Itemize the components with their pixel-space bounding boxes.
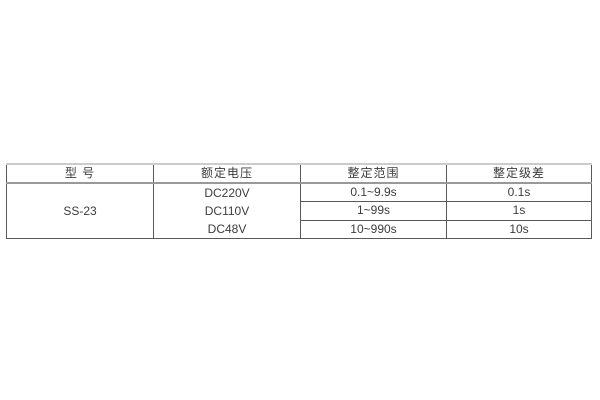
cell-setting-step: 0.1s	[446, 182, 592, 203]
spec-table: 型 号 额定电压 整定范围 整定级差 SS-23 DC220V DC110V D…	[6, 163, 592, 240]
cell-model: SS-23	[6, 182, 154, 239]
header-row: 型 号 额定电压 整定范围 整定级差	[6, 163, 592, 184]
voltage-value: DC220V	[204, 186, 250, 200]
cell-voltages: DC220V DC110V DC48V	[153, 182, 301, 239]
table-row: 10~990s 10s	[7, 219, 592, 240]
cell-setting-range: 10~990s	[300, 219, 447, 240]
header-setting-step: 整定级差	[446, 163, 592, 184]
header-model: 型 号	[6, 163, 154, 184]
header-setting-range: 整定范围	[300, 163, 447, 184]
cell-setting-range: 0.1~9.9s	[300, 182, 447, 203]
voltage-value: DC110V	[204, 204, 250, 218]
voltage-list: DC220V DC110V DC48V	[154, 184, 300, 238]
cell-setting-step: 1s	[446, 201, 592, 221]
cell-setting-step: 10s	[446, 219, 592, 240]
table-row: SS-23 DC220V DC110V DC48V 0.1~9.9s 0.1s	[6, 182, 592, 239]
voltage-value: DC48V	[207, 222, 247, 236]
cell-setting-range: 1~99s	[300, 201, 447, 221]
header-rated-voltage: 额定电压	[153, 163, 301, 184]
